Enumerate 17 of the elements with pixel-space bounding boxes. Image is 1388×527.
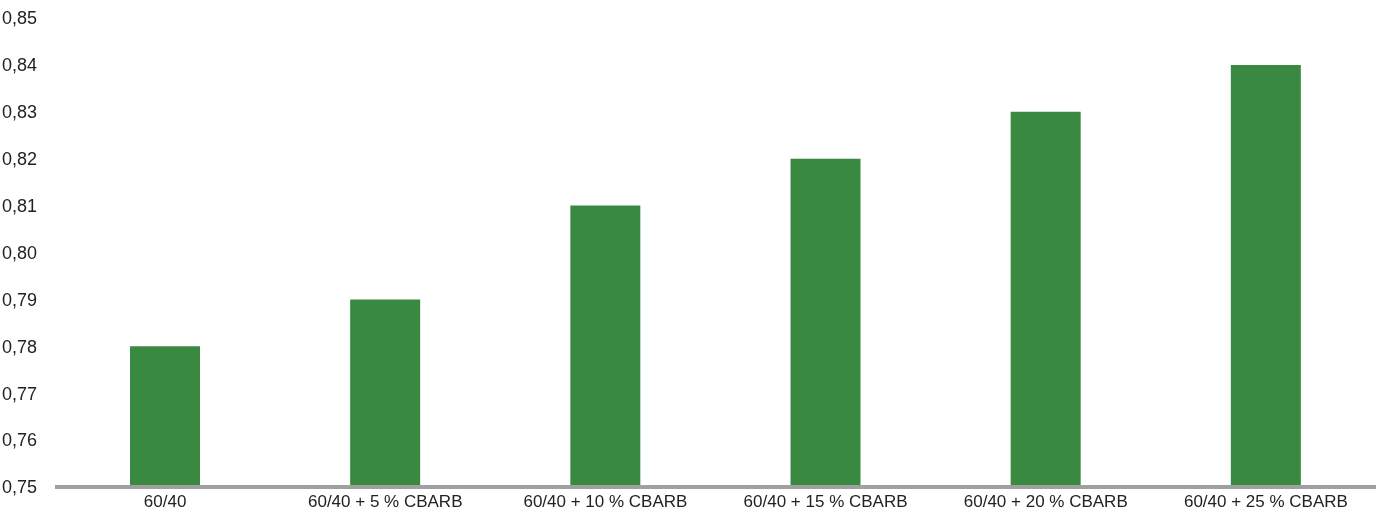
x-tick-label: 60/40 + 25 % CBARB xyxy=(1183,492,1348,512)
y-tick-label: 0,79 xyxy=(2,289,38,310)
y-tick-label: 0,77 xyxy=(2,383,38,404)
x-tick-label: 60/40 + 15 % CBARB xyxy=(743,492,908,512)
x-tick-label: 60/40 xyxy=(143,492,187,512)
y-tick-label: 0,78 xyxy=(2,336,38,357)
y-tick-label: 0,82 xyxy=(2,149,38,170)
x-tick-label: 60/40 + 5 % CBARB xyxy=(307,492,463,512)
y-tick-label: 0,83 xyxy=(2,102,38,123)
y-tick-label: 0,80 xyxy=(2,242,38,263)
x-tick-label: 60/40 + 20 % CBARB xyxy=(963,492,1128,512)
y-tick-label: 0,84 xyxy=(2,55,38,76)
x-tick-label: 60/40 + 10 % CBARB xyxy=(523,492,688,512)
y-tick-label: 0,76 xyxy=(2,430,38,451)
y-tick-label: 0,81 xyxy=(2,195,38,216)
y-tick-label: 0,85 xyxy=(2,8,38,29)
y-tick-label: 0,75 xyxy=(2,477,38,498)
